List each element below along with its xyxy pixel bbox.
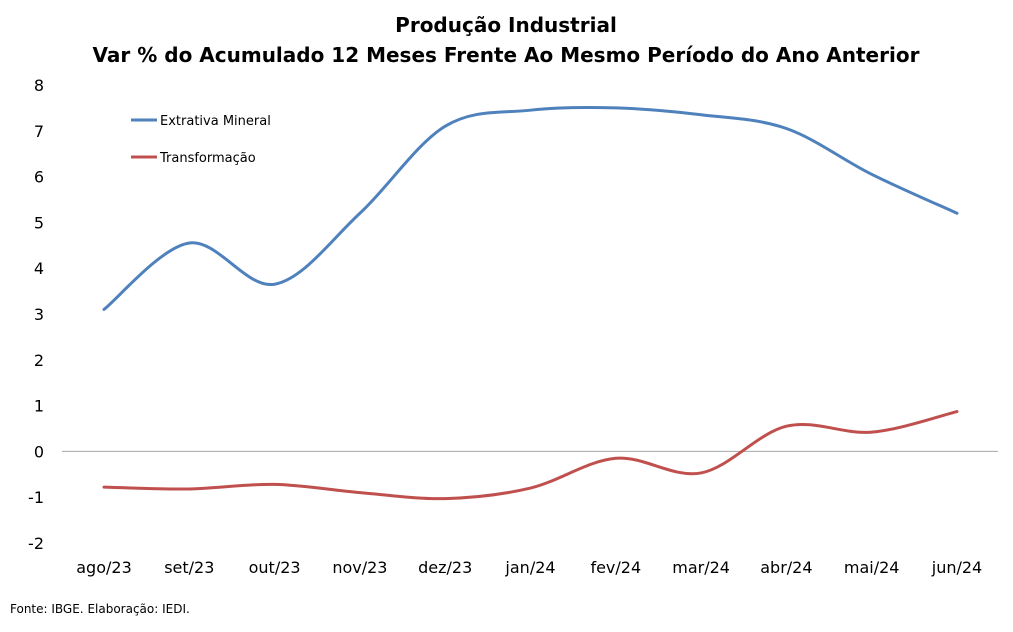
x-tick-label: nov/23 xyxy=(332,558,387,577)
chart-title: Produção Industrial xyxy=(395,13,617,37)
legend: Extrativa Mineral Transformação xyxy=(131,114,271,166)
y-axis-ticks: -2 -1 0 1 2 3 4 5 6 7 8 xyxy=(28,76,44,553)
y-tick-label: 1 xyxy=(34,397,44,416)
x-tick-label: ago/23 xyxy=(76,558,132,577)
source-note: Fonte: IBGE. Elaboração: IEDI. xyxy=(10,602,190,616)
x-tick-label: out/23 xyxy=(249,558,301,577)
y-tick-label: 3 xyxy=(34,305,44,324)
y-tick-label: 7 xyxy=(34,122,44,141)
x-tick-label: dez/23 xyxy=(418,558,472,577)
y-tick-label: 4 xyxy=(34,259,44,278)
x-tick-label: abr/24 xyxy=(760,558,812,577)
legend-label-extrativa-mineral: Extrativa Mineral xyxy=(160,114,271,129)
y-tick-label: 8 xyxy=(34,76,44,95)
x-axis-ticks: ago/23 set/23 out/23 nov/23 dez/23 jan/24 fev/… xyxy=(76,558,982,577)
series-line-transformacao xyxy=(102,410,959,501)
x-tick-label: jan/24 xyxy=(504,558,555,577)
y-tick-label: 5 xyxy=(34,213,44,232)
series-line-extrativa-mineral xyxy=(102,105,959,311)
x-tick-label: mai/24 xyxy=(844,558,900,577)
x-tick-label: mar/24 xyxy=(672,558,730,577)
y-tick-label: 6 xyxy=(34,168,44,187)
y-tick-label: 2 xyxy=(34,351,44,370)
legend-label-transformacao: Transformação xyxy=(159,151,256,166)
y-tick-label: 0 xyxy=(34,442,44,461)
x-tick-label: set/23 xyxy=(164,558,214,577)
x-tick-label: fev/24 xyxy=(590,558,641,577)
y-tick-label: -2 xyxy=(28,534,44,553)
series-lines xyxy=(102,105,959,501)
chart-subtitle: Var % do Acumulado 12 Meses Frente Ao Me… xyxy=(93,43,920,67)
x-tick-label: jun/24 xyxy=(931,558,982,577)
y-tick-label: -1 xyxy=(28,488,44,507)
